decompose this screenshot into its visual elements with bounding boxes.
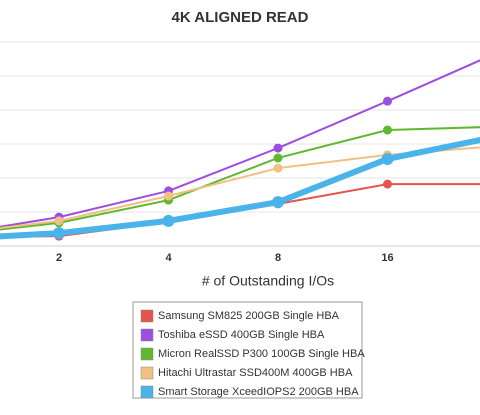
legend-swatch [140,385,154,399]
series-line [0,59,480,228]
data-point [381,152,394,165]
data-point [383,125,392,135]
series-line [0,136,480,240]
legend-label: Toshiba eSSD 400GB Single HBA [158,329,325,341]
x-tick-label: 4 [165,252,172,264]
legend-swatch [140,347,154,361]
chart-title: 4K ALIGNED READ [172,9,309,26]
legend-label: Smart Storage XceedIOPS2 200GB HBA [158,386,359,398]
legend-swatch [140,366,154,380]
series-line [0,126,480,231]
data-point [162,214,175,227]
data-point [273,153,283,163]
data-point [164,191,173,201]
x-tick-label: 2 [56,252,62,264]
data-point [383,96,392,106]
x-tick-label: 8 [275,252,281,264]
x-axis-label: # of Outstanding I/Os [202,273,334,289]
legend [132,301,363,399]
data-point [272,196,284,209]
data-point [53,227,65,240]
data-point [383,179,392,189]
x-tick-label: 16 [381,252,393,264]
legend-label: Micron RealSSD P300 100GB Single HBA [158,348,365,360]
data-point [273,143,283,153]
data-point [273,163,283,173]
data-point [54,216,64,226]
legend-label: Hitachi Ultrastar SSD400M 400GB HBA [158,367,353,379]
legend-swatch [140,309,154,323]
legend-swatch [140,328,154,342]
legend-label: Samsung SM825 200GB Single HBA [158,310,340,322]
